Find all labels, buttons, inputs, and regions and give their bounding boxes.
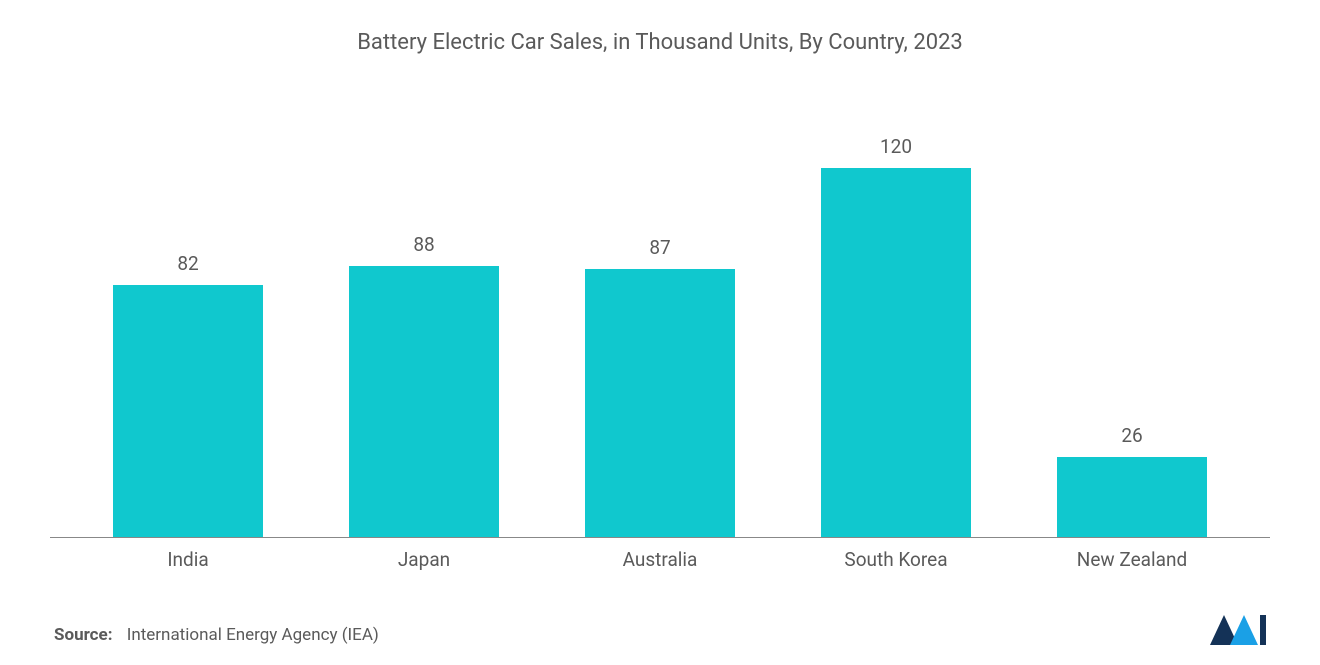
x-axis-labels: India Japan Australia South Korea New Zealan… — [50, 538, 1270, 571]
plot-area: 82 88 87 120 26 — [50, 95, 1270, 538]
source-label: Source: — [54, 625, 112, 645]
brand-logo — [1210, 611, 1266, 645]
x-axis-label: India — [78, 548, 298, 571]
bar-value-label: 82 — [177, 252, 198, 275]
chart-title: Battery Electric Car Sales, in Thousand … — [50, 30, 1270, 55]
bar — [821, 168, 971, 537]
bar — [1057, 457, 1207, 537]
source-line: Source: International Energy Agency (IEA… — [54, 625, 379, 645]
bar-group: 88 — [314, 95, 534, 537]
bar — [585, 269, 735, 537]
bar-group: 87 — [550, 95, 770, 537]
source-text: International Energy Agency (IEA) — [127, 625, 379, 645]
bar — [349, 266, 499, 537]
bar-value-label: 88 — [413, 233, 434, 256]
x-axis-label: New Zealand — [1022, 548, 1242, 571]
bar-group: 120 — [786, 95, 1006, 537]
x-axis-label: Japan — [314, 548, 534, 571]
chart-footer: Source: International Energy Agency (IEA… — [50, 611, 1270, 645]
bar — [113, 285, 263, 537]
bar-value-label: 26 — [1121, 424, 1142, 447]
x-axis-label: South Korea — [786, 548, 1006, 571]
logo-icon — [1210, 611, 1266, 645]
bar-group: 26 — [1022, 95, 1242, 537]
bar-group: 82 — [78, 95, 298, 537]
chart-container: Battery Electric Car Sales, in Thousand … — [0, 0, 1320, 665]
bar-value-label: 87 — [649, 236, 670, 259]
x-axis-label: Australia — [550, 548, 770, 571]
bar-value-label: 120 — [880, 135, 912, 158]
